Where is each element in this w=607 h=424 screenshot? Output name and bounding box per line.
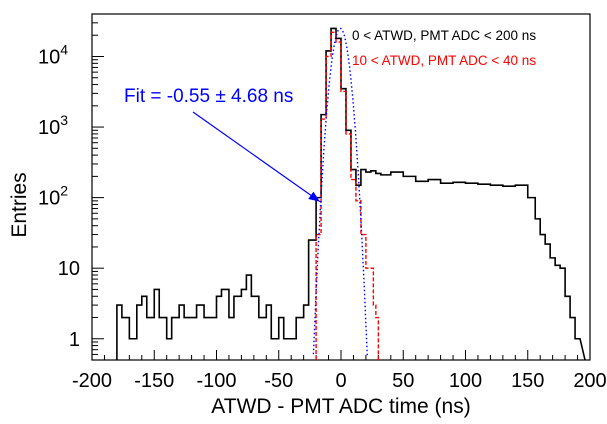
x-tick-label: -50	[264, 370, 293, 392]
x-tick-label: 200	[573, 370, 606, 392]
y-tick-label: 1	[69, 329, 80, 351]
y-tick-labels: 1 10 102 103 104	[38, 41, 80, 350]
series-layer	[116, 27, 586, 361]
fit-annotation-arrowhead	[308, 191, 320, 202]
legend: 0 < ATWD, PMT ADC < 200 ns 10 < ATWD, PM…	[352, 28, 536, 68]
x-tick-label: 50	[392, 370, 414, 392]
axis-ticks	[91, 13, 591, 361]
series-line-red	[315, 31, 380, 360]
x-tick-label: -150	[134, 370, 174, 392]
legend-entry-black: 0 < ATWD, PMT ADC < 200 ns	[352, 28, 536, 43]
fit-annotation-arrow	[192, 111, 321, 203]
y-tick-label: 10	[58, 258, 80, 280]
y-axis-label: Entries	[8, 172, 31, 237]
fit-annotation-text: Fit = -0.55 ± 4.68 ns	[124, 86, 293, 107]
y-tick-label: 102	[38, 183, 68, 210]
legend-entry-red: 10 < ATWD, PMT ADC < 40 ns	[352, 53, 536, 68]
x-tick-label: 100	[449, 370, 482, 392]
x-tick-label: 0	[335, 370, 346, 392]
x-tick-label: 150	[511, 370, 544, 392]
x-axis-label: ATWD - PMT ADC time (ns)	[211, 395, 470, 418]
series-line-black	[116, 27, 586, 361]
x-tick-label: -200	[72, 370, 112, 392]
x-tick-label: -100	[196, 370, 236, 392]
fit-annotation: Fit = -0.55 ± 4.68 ns	[124, 86, 321, 203]
series-line-fit	[312, 27, 368, 357]
y-tick-label: 104	[38, 41, 68, 68]
x-tick-labels: -200 -150 -100 -50 0 50 100 150 200	[72, 370, 607, 392]
y-tick-label: 103	[38, 112, 68, 139]
